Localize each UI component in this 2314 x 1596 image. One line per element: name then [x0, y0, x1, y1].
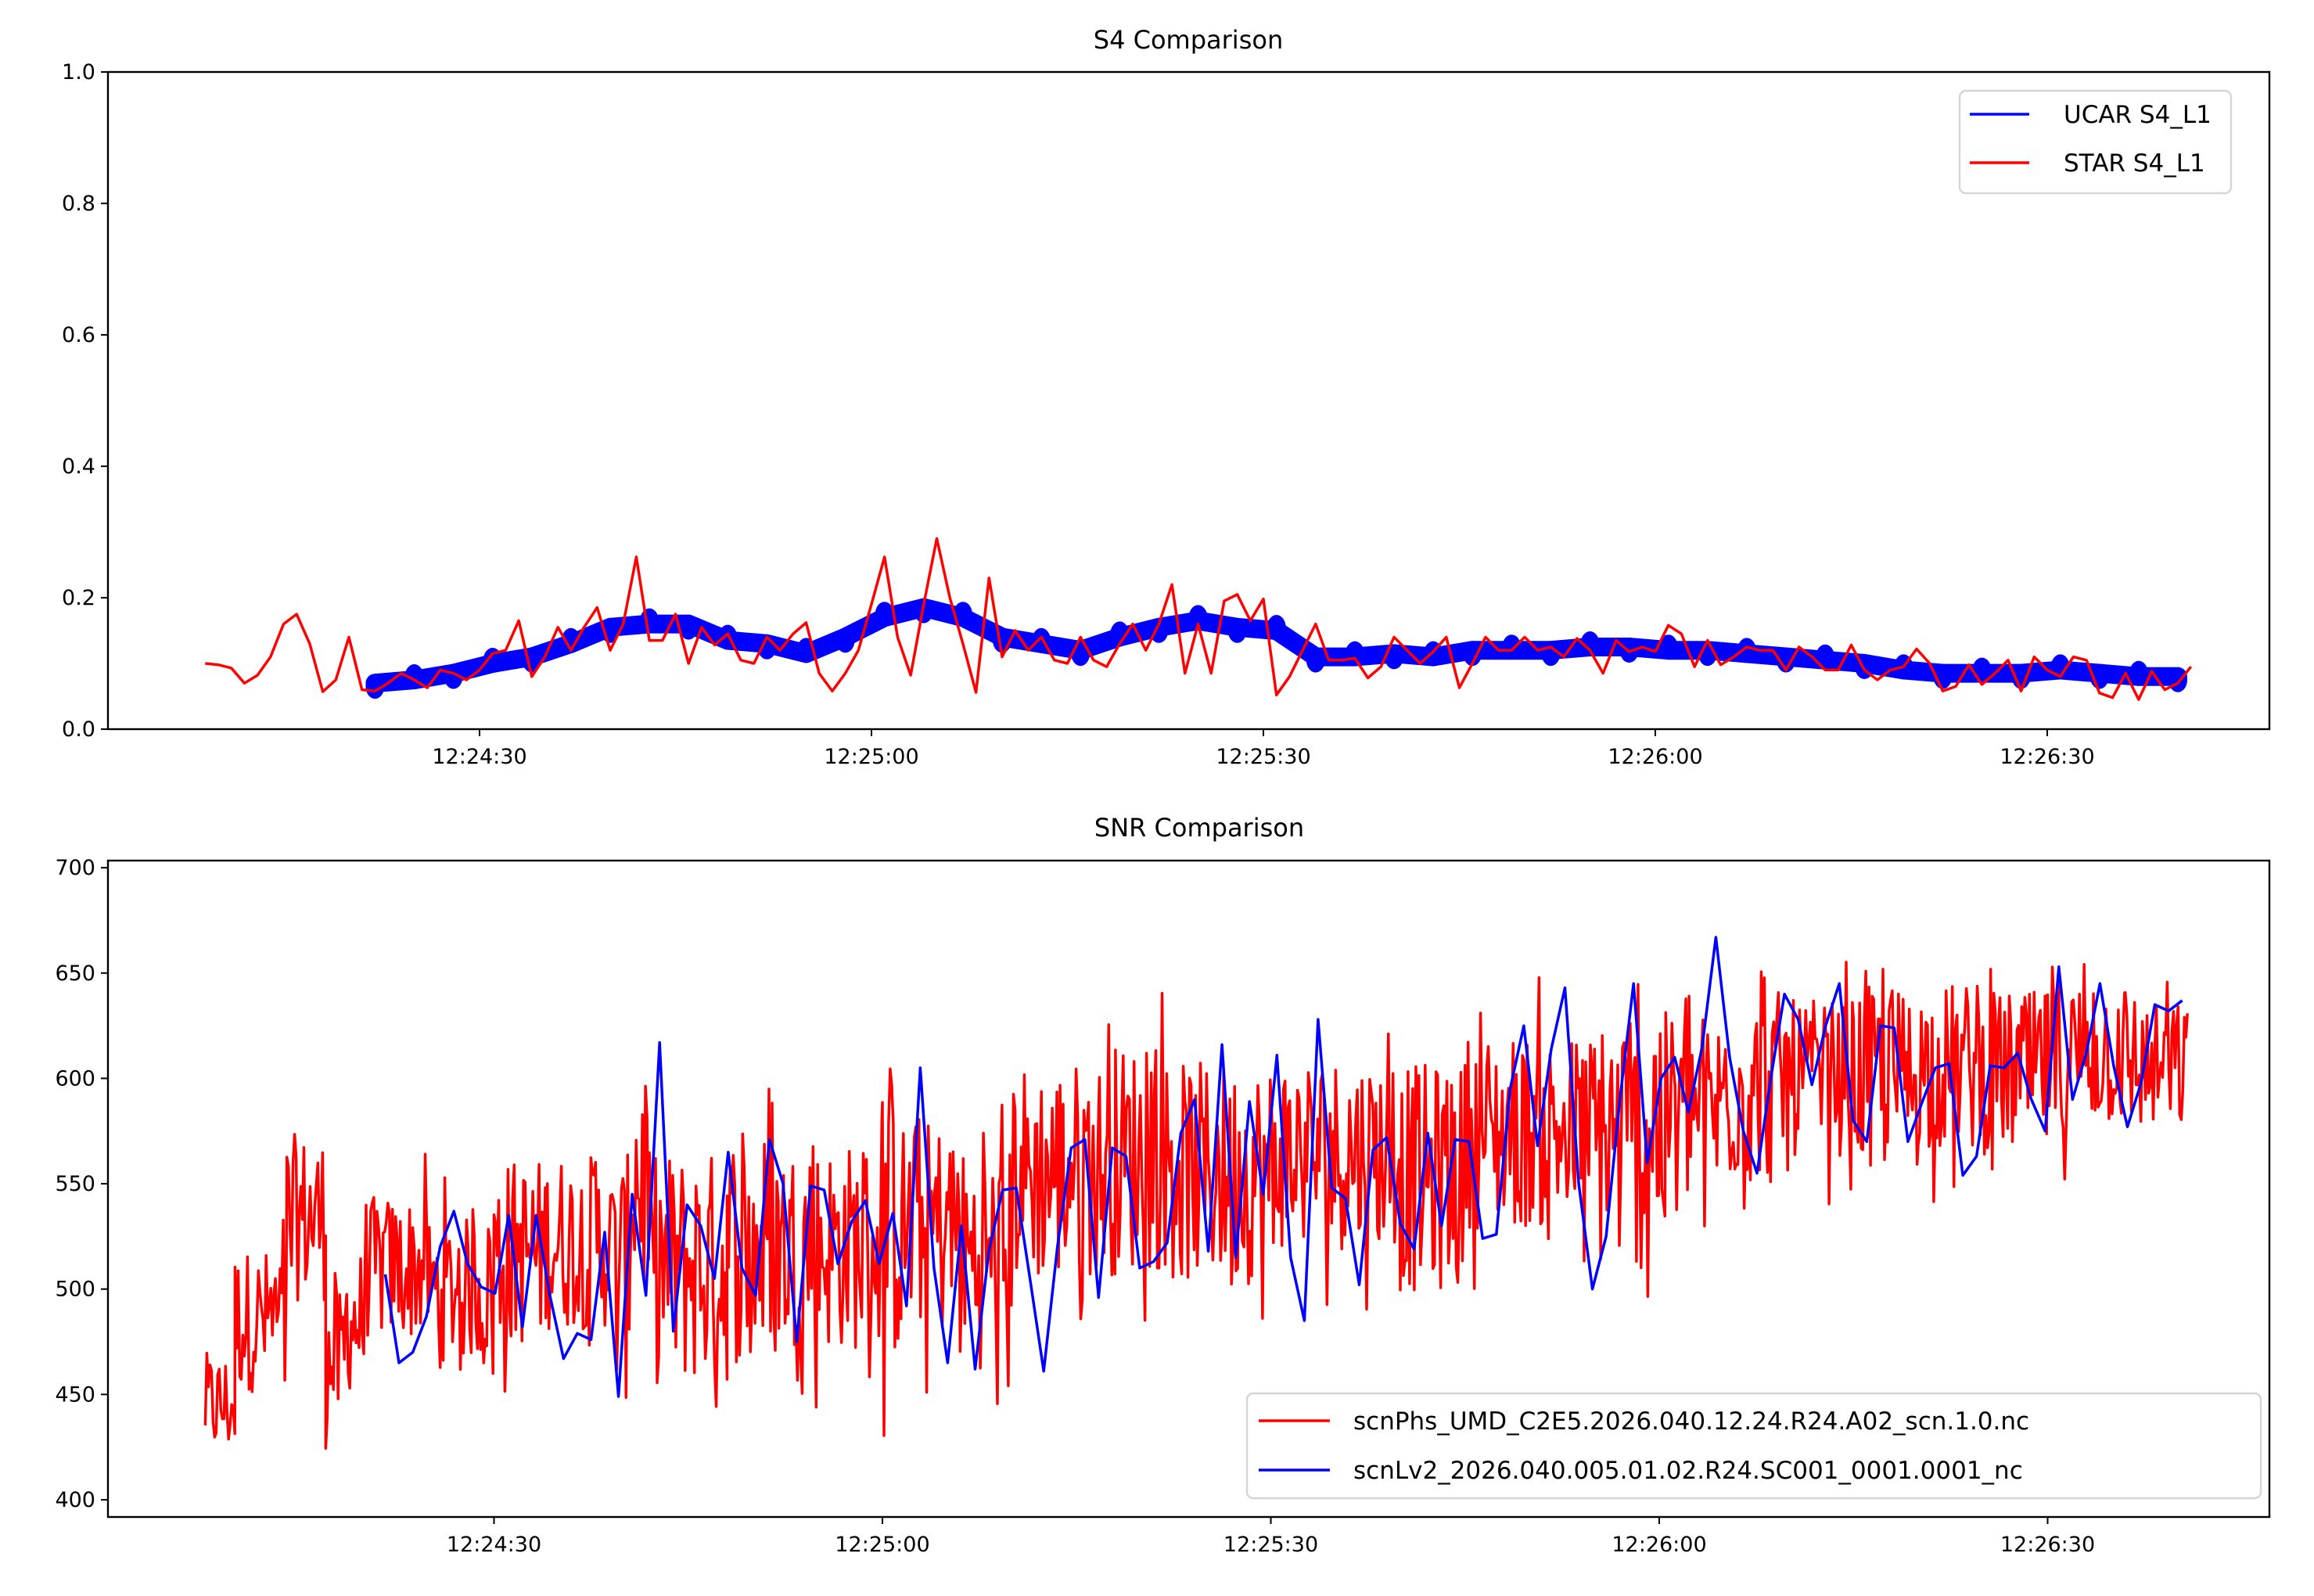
ucar-s4-marker — [835, 627, 855, 653]
y-tick-label: 500 — [55, 1278, 95, 1302]
x-tick-label: 12:25:00 — [835, 1533, 929, 1557]
ucar-s4-marker — [483, 648, 502, 673]
series-scnlv2-snr — [383, 936, 2183, 1398]
legend-label-star: STAR S4_L1 — [2064, 149, 2205, 178]
ucar-s4-marker — [1149, 617, 1169, 643]
axis-ticks: 400 450 500 550 600 650 700 12:24:30 12:25:00 12:… — [55, 856, 2095, 1557]
legend-box — [1245, 1392, 2262, 1500]
axes-frame — [106, 859, 2271, 1519]
axis-ticks: 0.0 0.2 0.4 0.6 0.8 1.0 12:24:30 12:25:00 12:25:… — [62, 60, 2095, 769]
axes-frame — [106, 70, 2271, 731]
y-tick-label: 0.8 — [62, 192, 95, 216]
ucar-s4-marker — [2168, 667, 2187, 692]
y-tick-label: 0.4 — [62, 455, 95, 479]
y-tick-label: 0.6 — [62, 323, 95, 347]
y-tick-label: 600 — [55, 1066, 95, 1091]
ucar-s4-marker — [1385, 644, 1403, 670]
chart-title: S4 Comparison — [1094, 25, 1283, 55]
ucar-s4-marker — [953, 602, 972, 627]
legend-label-ucar: UCAR S4_L1 — [2064, 101, 2212, 129]
ucar-s4-marker — [365, 674, 385, 699]
y-tick-label: 400 — [55, 1488, 95, 1512]
ucar-s4-marker — [875, 602, 894, 627]
legend: scnPhs_UMD_C2E5.2026.040.12.24.R24.A02_s… — [1245, 1392, 2262, 1500]
ucar-s4-marker — [1227, 617, 1247, 643]
ucar-s4-marker — [1188, 605, 1208, 631]
x-tick-label: 12:25:30 — [1216, 745, 1310, 769]
ucar-s4-marker — [1658, 634, 1678, 660]
ucar-s4-marker — [1306, 647, 1325, 673]
legend-label-scnphs: scnPhs_UMD_C2E5.2026.040.12.24.R24.A02_s… — [1353, 1407, 2029, 1436]
ucar-s4-marker — [1110, 621, 1130, 647]
y-tick-label: 0.2 — [62, 586, 95, 610]
ucar-s4-marker — [1737, 638, 1756, 663]
plot-area — [203, 936, 2189, 1450]
y-tick-label: 0.0 — [62, 717, 95, 742]
y-tick-label: 550 — [55, 1172, 95, 1196]
x-tick-label: 12:24:30 — [432, 745, 526, 769]
legend-box — [1958, 89, 2233, 195]
x-tick-label: 12:26:30 — [2000, 1533, 2095, 1557]
y-tick-label: 1.0 — [62, 60, 95, 84]
x-tick-label: 12:24:30 — [447, 1533, 541, 1557]
x-tick-label: 12:25:30 — [1223, 1533, 1318, 1557]
ucar-s4-marker — [1502, 634, 1522, 660]
ucar-s4-marker — [561, 627, 580, 653]
x-tick-label: 12:26:30 — [2000, 745, 2094, 769]
series-star-s4-l1 — [205, 537, 2193, 701]
y-tick-label: 450 — [55, 1382, 95, 1407]
y-tick-label: 650 — [55, 962, 95, 986]
chart-title: SNR Comparison — [1094, 813, 1304, 843]
ucar-s4-marker — [1463, 641, 1482, 667]
plot-area — [205, 537, 2193, 701]
x-tick-label: 12:25:00 — [824, 745, 918, 769]
legend-label-scnlv2: scnLv2_2026.040.005.01.02.R24.SC001_0001… — [1353, 1457, 2023, 1485]
y-tick-label: 700 — [55, 856, 95, 880]
ucar-s4-marker — [1345, 641, 1364, 667]
ucar-s4-marker — [640, 608, 659, 634]
series-scnphs-snr — [203, 961, 2189, 1450]
ucar-s4-marker — [1777, 647, 1795, 673]
ucar-s4-marker — [679, 614, 699, 640]
ucar-s4-marker — [1816, 644, 1835, 670]
x-tick-label: 12:26:00 — [1612, 1533, 1706, 1557]
ucar-s4-marker — [1580, 631, 1600, 656]
s4-comparison-axes: S4 Comparison 0.0 0.2 0.4 0.6 0.8 1.0 12:24:30… — [62, 25, 2271, 769]
snr-comparison-axes: SNR Comparison 400 450 500 550 600 650 700 12:2… — [55, 813, 2271, 1557]
ucar-s4-marker — [444, 663, 463, 689]
ucar-s4-marker — [1267, 615, 1286, 640]
legend: UCAR S4_L1 STAR S4_L1 — [1958, 89, 2233, 195]
ucar-s4-marker — [2129, 660, 2148, 686]
x-tick-label: 12:26:00 — [1608, 745, 1702, 769]
